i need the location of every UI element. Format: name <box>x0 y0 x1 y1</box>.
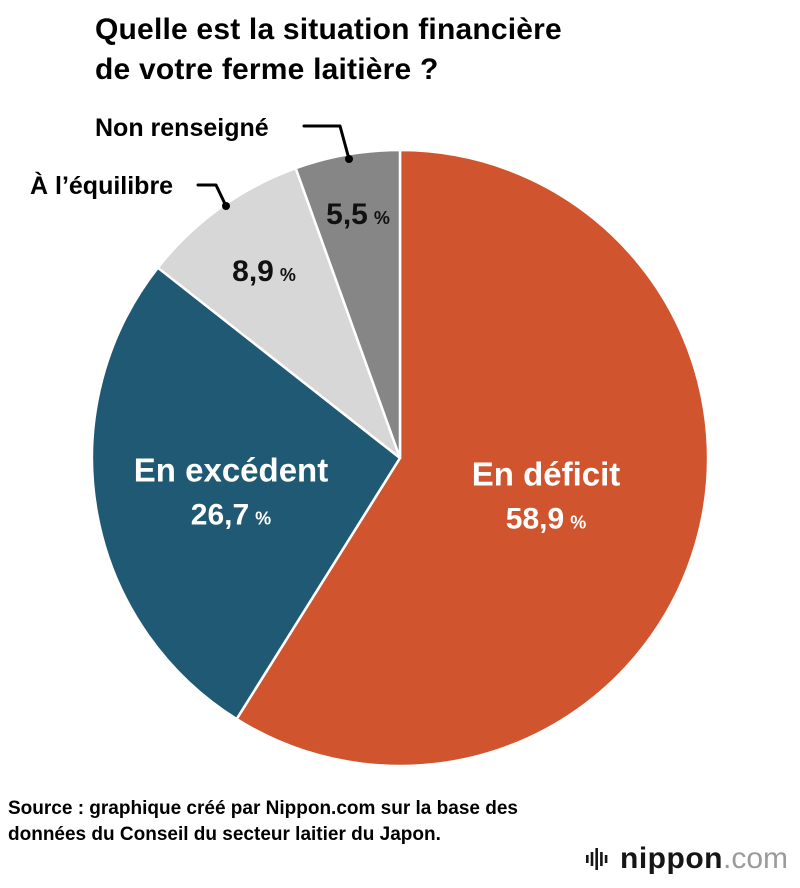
logo-brand: nippon <box>620 842 723 875</box>
leader-dot-non-renseigne <box>345 155 353 163</box>
percent-sign: % <box>279 265 296 285</box>
slice-value-non-renseigne: 5,5% <box>326 198 390 231</box>
logo-text: nippon .com <box>620 842 788 876</box>
percent-sign: % <box>570 512 587 533</box>
nippon-logo: nippon .com <box>586 842 788 876</box>
chart-title-line1: Quelle est la situation financière <box>95 13 562 46</box>
slice-label-non-renseigne: 5,5% <box>326 200 390 230</box>
percent-sign: % <box>373 208 390 228</box>
slice-label-equilibre: 8,9% <box>232 257 296 287</box>
slice-value-equilibre: 8,9% <box>232 255 296 288</box>
slice-label-deficit: En déficit 58,9% <box>472 458 621 535</box>
source-text: Source : graphique créé par Nippon.com s… <box>8 798 518 845</box>
slice-value-excedent: 26,7% <box>190 498 272 532</box>
pie-slice-3 <box>156 166 402 460</box>
percent-sign: % <box>255 508 272 529</box>
pie-slice-2 <box>90 266 402 721</box>
slice-value-deficit: 58,9% <box>505 502 587 536</box>
chart-title: Quelle est la situation financière de vot… <box>95 10 562 90</box>
soundwave-icon <box>586 848 608 870</box>
chart-title-line2: de votre ferme laitière ? <box>95 53 439 86</box>
pie-slice-1 <box>235 148 710 768</box>
leader-line-equilibre <box>196 183 228 208</box>
leader-dot-equilibre <box>222 202 230 210</box>
callout-label-equilibre: À l’équilibre <box>30 172 174 200</box>
slice-name-excedent: En excédent <box>133 451 329 489</box>
slice-name-deficit: En déficit <box>471 455 621 493</box>
callout-label-non-renseigne: Non renseigné <box>95 114 269 142</box>
logo-tld: .com <box>722 842 788 875</box>
slice-label-excedent: En excédent 26,7% <box>134 454 328 531</box>
leader-line-non-renseigne <box>302 124 351 161</box>
